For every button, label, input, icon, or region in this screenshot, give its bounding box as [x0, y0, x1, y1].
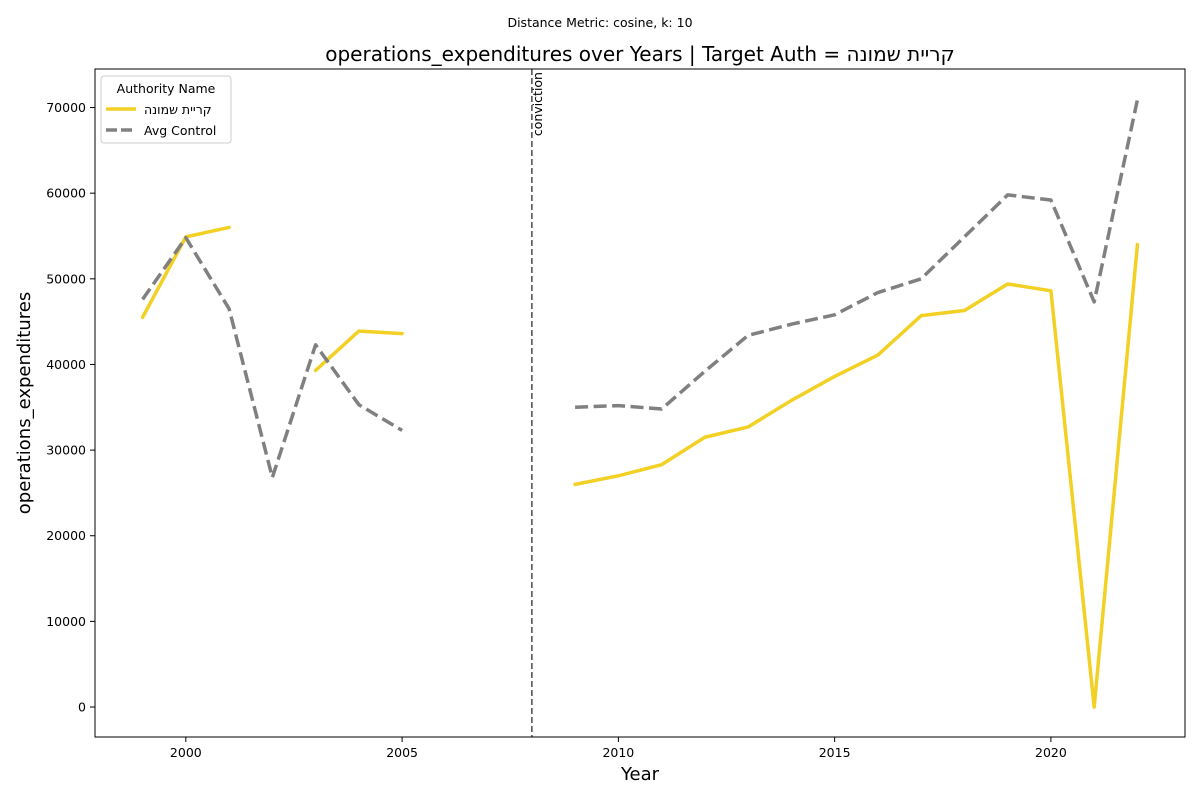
y-tick-label: 50000 [46, 271, 86, 286]
plot-frame [94, 68, 1186, 738]
legend-box [100, 75, 232, 144]
x-tick-label: 2010 [602, 745, 634, 760]
series-line-avg-control [141, 235, 403, 480]
series-line-target [573, 242, 1140, 709]
y-tick-label: 40000 [46, 357, 86, 372]
legend: Authority Name קריית שמונה Avg Control [100, 75, 232, 144]
y-tick-label: 0 [78, 700, 86, 715]
legend-label-target: קריית שמונה [144, 102, 212, 117]
y-axis-label: operations_expenditures [14, 292, 35, 514]
chart-title: operations_expenditures over Years | Tar… [325, 42, 955, 66]
series-layer [140, 99, 1140, 709]
chart-subtitle: Distance Metric: cosine, k: 10 [507, 15, 692, 30]
y-tick-label: 70000 [46, 100, 86, 115]
conviction-label: conviction [530, 72, 545, 136]
y-tick-label: 20000 [46, 528, 86, 543]
y-tick-label: 30000 [46, 443, 86, 458]
x-tick-label: 2015 [819, 745, 851, 760]
x-tick-label: 2000 [170, 745, 202, 760]
legend-label-avg-control: Avg Control [144, 123, 216, 138]
series-line-avg-control [575, 99, 1140, 411]
x-axis-ticks: 2000 2005 2010 2015 2020 [170, 737, 1067, 760]
reference-line-layer: conviction [530, 69, 545, 737]
x-tick-label: 2005 [386, 745, 418, 760]
x-tick-label: 2020 [1035, 745, 1067, 760]
x-axis-label: Year [620, 764, 660, 785]
y-tick-label: 10000 [46, 614, 86, 629]
plot-area [140, 99, 1140, 709]
series-line-target [313, 329, 404, 373]
y-tick-label: 60000 [46, 186, 86, 201]
legend-title: Authority Name [117, 81, 216, 96]
y-axis-ticks: 0 10000 20000 30000 40000 50000 60000 70000 [46, 100, 95, 715]
